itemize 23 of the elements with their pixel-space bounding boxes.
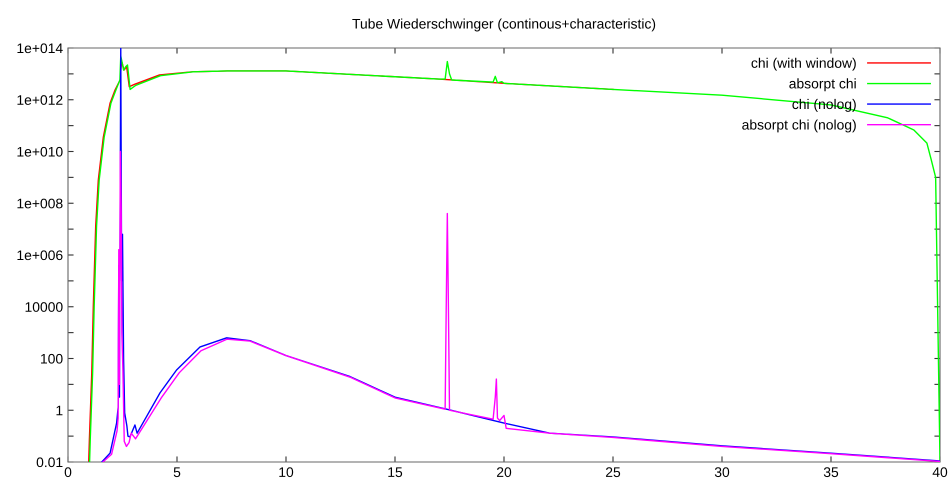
x-tick-label: 20 [496, 467, 512, 478]
x-tick-label: 25 [606, 467, 620, 478]
line-series [102, 150, 940, 462]
x-tick-label: 5 [174, 467, 180, 478]
x-tick-label: 40 [932, 467, 948, 478]
x-tick-label: 30 [714, 467, 730, 478]
y-tick-label: 1e+006 [17, 250, 63, 260]
legend-label: absorpt chi [789, 78, 856, 92]
x-tick-label: 10 [279, 467, 294, 478]
y-tick-label: 1e+012 [17, 95, 62, 105]
x-tick-label: 0 [64, 467, 72, 478]
legend-label: chi (with window) [752, 58, 856, 71]
y-tick-label: 1e+010 [17, 146, 63, 157]
y-tick-label: 0.01 [36, 457, 62, 468]
x-tick-label: 35 [824, 467, 838, 478]
y-tick-label: 10000 [26, 302, 63, 312]
chart-title: Tube Wiederschwinger (continous+characteristic) [352, 18, 656, 32]
legend-label: absorpt chi (nolog) [742, 119, 856, 132]
y-tick-label: 1e+014 [17, 43, 63, 54]
y-tick-label: 1 [56, 406, 62, 416]
y-tick-label: 100 [41, 354, 63, 364]
y-tick-label: 1e+008 [17, 198, 63, 208]
x-tick-label: 15 [388, 467, 402, 478]
